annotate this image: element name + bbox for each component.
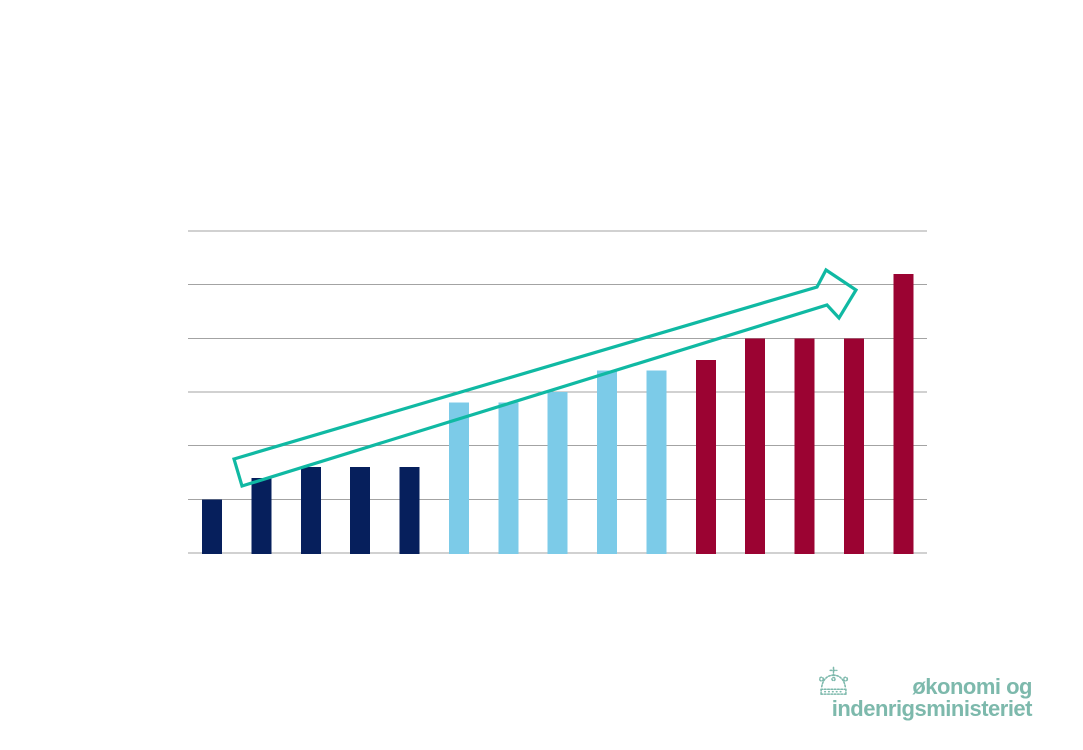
bar (745, 338, 766, 554)
trend-arrow-annotation (232, 267, 859, 489)
crown-left-pearl (818, 676, 825, 682)
bar (350, 467, 371, 554)
crown-center-jewel (831, 676, 836, 682)
bar (843, 338, 864, 554)
bar (695, 359, 716, 554)
crown-icon (818, 666, 849, 695)
crown-left-arch (820, 674, 835, 689)
ministry-logo-text: økonomi og indenrigsministeriet (810, 674, 1033, 721)
bar (448, 402, 469, 554)
bar (794, 338, 815, 554)
crown-right-pearl (842, 676, 849, 682)
crown-right-arch (832, 674, 847, 689)
bar (251, 477, 272, 554)
logo-line-2: indenrigsministeriet (831, 696, 1033, 721)
bar (300, 467, 321, 554)
bar (893, 273, 914, 554)
ministry-logo: økonomi og indenrigsministeriet (810, 663, 1033, 729)
bar (547, 392, 568, 554)
bar (597, 370, 617, 554)
logo-line-1: økonomi og (912, 674, 1032, 699)
bar (646, 370, 667, 554)
bar (399, 467, 420, 554)
bar (202, 499, 222, 554)
bar (498, 402, 519, 554)
